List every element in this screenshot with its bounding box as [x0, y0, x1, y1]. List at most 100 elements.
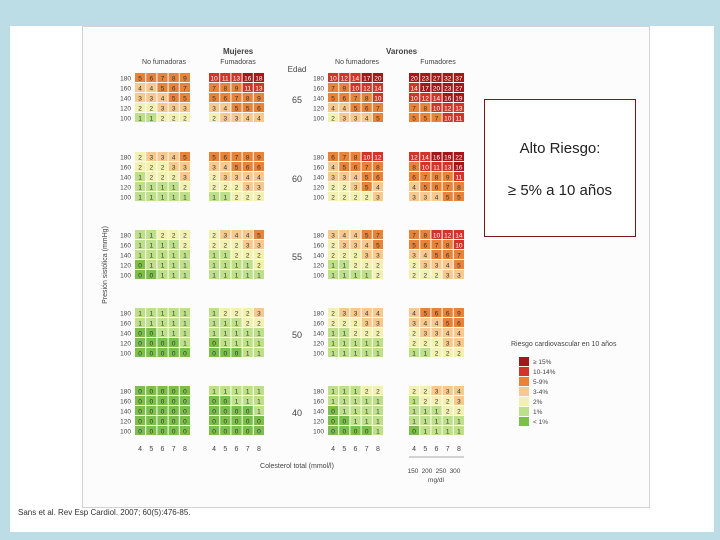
risk-value-label: 10: [433, 233, 441, 240]
risk-cell: [231, 103, 242, 112]
risk-cell: [209, 103, 220, 112]
sbp-tick-label: 140: [313, 409, 324, 416]
risk-cell: [453, 240, 464, 249]
risk-value-label: 2: [212, 243, 216, 250]
risk-value-label: 9: [446, 175, 450, 182]
risk-cell: [431, 83, 442, 92]
risk-value-label: 1: [161, 253, 165, 260]
risk-cell: [339, 328, 350, 337]
risk-value-label: 4: [223, 165, 227, 172]
risk-value-label: 2: [435, 351, 439, 358]
risk-value-label: 4: [435, 321, 439, 328]
risk-cell: [135, 426, 146, 435]
risk-value-label: 0: [246, 419, 250, 426]
risk-value-label: 10: [352, 86, 360, 93]
risk-value-label: 0: [183, 409, 187, 416]
callout-title: Alto Riesgo:: [519, 140, 601, 157]
mgdl-label: mg/dl: [428, 477, 444, 484]
risk-cell: [453, 182, 464, 191]
risk-cell: [420, 426, 431, 435]
risk-cell: [339, 93, 350, 102]
risk-value-label: 1: [149, 233, 153, 240]
risk-cell: [179, 113, 190, 122]
risk-value-label: 0: [183, 419, 187, 426]
risk-cell: [453, 162, 464, 171]
risk-value-label: 1: [412, 399, 416, 406]
risk-cell: [453, 260, 464, 269]
risk-cell: [231, 406, 242, 415]
risk-value-label: 5: [435, 253, 439, 260]
risk-value-label: 8: [423, 106, 427, 113]
risk-value-label: 1: [183, 263, 187, 270]
risk-cell: [350, 250, 361, 259]
risk-cell: [242, 328, 253, 337]
risk-cell: [220, 348, 231, 357]
risk-cell: [231, 152, 242, 161]
risk-value-label: 3: [172, 106, 176, 113]
risk-cell: [253, 308, 264, 317]
risk-value-label: 0: [172, 409, 176, 416]
risk-cell: [146, 240, 157, 249]
risk-cell: [350, 338, 361, 347]
risk-cell: [253, 416, 264, 425]
risk-value-label: 6: [365, 106, 369, 113]
risk-value-label: 1: [138, 311, 142, 318]
risk-cell: [146, 338, 157, 347]
risk-cell: [420, 250, 431, 259]
risk-value-label: 0: [223, 351, 227, 358]
risk-cell: [135, 192, 146, 201]
risk-value-label: 1: [246, 273, 250, 280]
risk-value-label: 3: [342, 311, 346, 318]
risk-cell: [372, 83, 383, 92]
risk-value-label: 2: [435, 273, 439, 280]
risk-cell: [328, 93, 339, 102]
sbp-tick-label: 140: [313, 175, 324, 182]
risk-cell: [209, 270, 220, 279]
risk-value-label: 3: [235, 175, 239, 182]
risk-value-label: 8: [354, 155, 358, 162]
risk-cell: [328, 162, 339, 171]
risk-cell: [209, 338, 220, 347]
risk-value-label: 1: [331, 389, 335, 396]
risk-value-label: 0: [138, 351, 142, 358]
risk-cell: [179, 162, 190, 171]
risk-value-label: 3: [376, 321, 380, 328]
risk-cell: [339, 73, 350, 82]
risk-cell: [420, 182, 431, 191]
sbp-tick-label: 140: [120, 253, 131, 260]
risk-value-label: 0: [172, 351, 176, 358]
risk-cell: [220, 113, 231, 122]
risk-value-label: 0: [149, 351, 153, 358]
risk-cell: [209, 416, 220, 425]
risk-value-label: 6: [423, 243, 427, 250]
legend-label: 3-4%: [533, 389, 548, 396]
risk-value-label: 2: [331, 243, 335, 250]
risk-value-label: 3: [223, 116, 227, 123]
risk-value-label: 2: [365, 389, 369, 396]
sbp-tick-label: 120: [313, 419, 324, 426]
risk-cell: [179, 270, 190, 279]
risk-value-label: 1: [257, 341, 261, 348]
sbp-tick-label: 140: [313, 96, 324, 103]
risk-cell: [420, 416, 431, 425]
risk-value-label: 9: [342, 86, 346, 93]
sbp-tick-label: 160: [120, 321, 131, 328]
risk-cell: [372, 426, 383, 435]
risk-value-label: 0: [257, 429, 261, 436]
risk-value-label: 10: [210, 76, 218, 83]
risk-value-label: 4: [412, 185, 416, 192]
risk-cell: [361, 103, 372, 112]
risk-cell: [157, 406, 168, 415]
risk-cell: [409, 270, 420, 279]
risk-value-label: 1: [331, 351, 335, 358]
risk-cell: [409, 426, 420, 435]
risk-value-label: 0: [149, 429, 153, 436]
risk-cell: [409, 182, 420, 191]
risk-cell: [220, 308, 231, 317]
risk-cell: [442, 416, 453, 425]
sbp-tick-label: 180: [313, 76, 324, 83]
risk-value-label: 1: [423, 409, 427, 416]
legend-label: 1%: [533, 409, 543, 416]
risk-cell: [409, 328, 420, 337]
risk-value-label: 1: [235, 341, 239, 348]
